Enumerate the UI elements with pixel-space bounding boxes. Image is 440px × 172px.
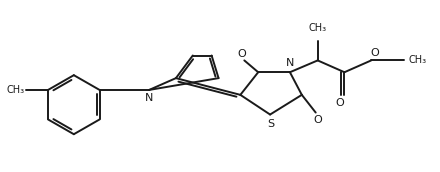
- Text: O: O: [237, 49, 246, 58]
- Text: N: N: [286, 58, 294, 68]
- Text: CH₃: CH₃: [409, 55, 427, 65]
- Text: CH₃: CH₃: [308, 23, 327, 33]
- Text: O: O: [335, 98, 344, 108]
- Text: O: O: [371, 47, 380, 58]
- Text: O: O: [313, 115, 322, 125]
- Text: S: S: [268, 119, 275, 129]
- Text: N: N: [145, 93, 154, 103]
- Text: CH₃: CH₃: [6, 85, 24, 95]
